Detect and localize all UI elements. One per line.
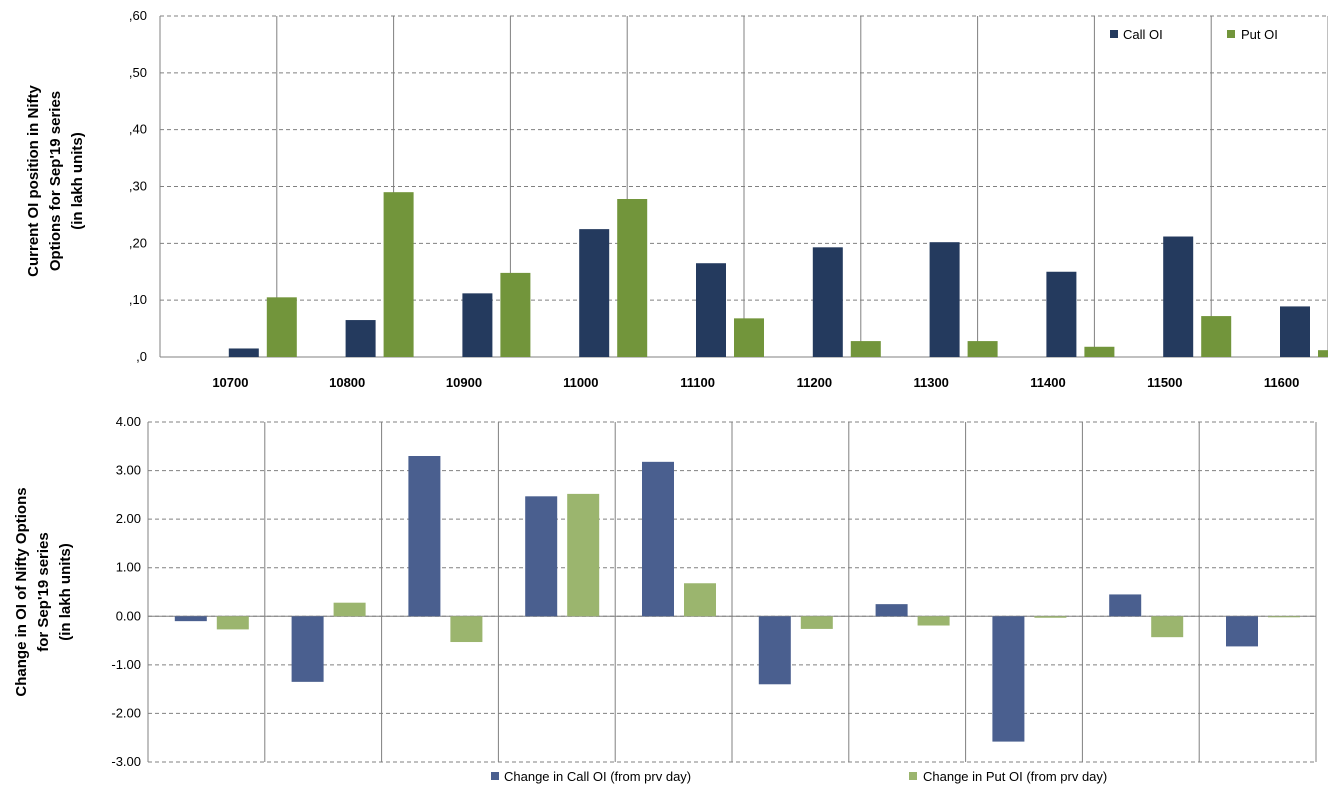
- y-tick-label: -2.00: [111, 705, 141, 720]
- y-tick-label: ,30: [129, 179, 147, 194]
- legend-label: Put OI: [1241, 27, 1278, 42]
- call-bar-10700: [228, 348, 259, 357]
- put-bar-11000: [617, 199, 648, 357]
- y-tick-label: 0.00: [116, 608, 141, 623]
- legend-label: Change in Call OI (from prv day): [504, 769, 691, 784]
- y-axis-title: Current OI position in Nifty Options for …: [25, 85, 86, 277]
- y-tick-label: 4.00: [116, 414, 141, 429]
- call-bar-11600: [1280, 306, 1310, 357]
- x-tick-label: 11400: [1030, 375, 1065, 390]
- y-axis-title-line: (in lakh units): [57, 543, 74, 641]
- put-bar-11100: [734, 318, 764, 357]
- put-bar-10800: [333, 602, 366, 617]
- x-tick-label: 10800: [329, 375, 365, 390]
- put-bar-11400: [1034, 616, 1067, 618]
- put-bar-11500: [1151, 616, 1184, 638]
- call-bar-11100: [642, 461, 674, 617]
- call-bar-11200: [758, 616, 791, 685]
- put-bar-11500: [1201, 316, 1232, 357]
- put-bar-11100: [684, 583, 716, 617]
- y-tick-label: ,60: [129, 8, 147, 23]
- x-tick-label: 11000: [563, 375, 598, 390]
- call-bar-11400: [992, 616, 1025, 742]
- y-tick-label: 3.00: [116, 463, 141, 478]
- call-bar-10700: [174, 616, 207, 622]
- x-tick-label: 10900: [446, 375, 482, 390]
- call-bar-10900: [462, 293, 493, 357]
- put-bar-10700: [216, 616, 249, 630]
- legend-swatch: [909, 772, 917, 780]
- call-bar-11000: [525, 496, 558, 617]
- oi-position-chart: ,0 ,10 ,20 ,30 ,40 ,50 ,60 10700 10800 10900 11000…: [25, 8, 1328, 390]
- x-tick-label: 11100: [680, 375, 715, 390]
- put-bar-11300: [917, 616, 950, 626]
- y-tick-label: ,20: [129, 235, 147, 250]
- legend-label: Call OI: [1123, 27, 1163, 42]
- y-tick-label: ,10: [129, 292, 147, 307]
- call-bar-10800: [291, 616, 324, 682]
- call-bar-11400: [1046, 271, 1077, 357]
- put-bar-10900: [500, 272, 531, 357]
- put-bar-11200: [800, 616, 833, 629]
- legend-label: Change in Put OI (from prv day): [923, 769, 1107, 784]
- call-bar-11200: [812, 247, 843, 357]
- x-tick-label: 11600: [1264, 375, 1299, 390]
- call-bar-11100: [696, 263, 726, 357]
- legend-swatch: [1227, 30, 1235, 38]
- oi-change-chart: -3.00 -2.00 -1.00 0.00 1.00 2.00 3.00 4.00 Chang…: [13, 414, 1317, 784]
- put-bar-11200: [850, 341, 881, 357]
- y-tick-label: -3.00: [111, 754, 141, 769]
- y-axis-title-line: Options for Sep'19 series: [47, 91, 64, 271]
- put-bar-10700: [266, 297, 297, 357]
- call-bar-11300: [875, 604, 908, 617]
- call-bar-11000: [579, 229, 610, 357]
- y-tick-label: -1.00: [111, 657, 141, 672]
- put-bar-11600: [1268, 616, 1300, 618]
- call-bar-11500: [1163, 236, 1194, 357]
- x-tick-label: 11300: [913, 375, 948, 390]
- y-axis-title-line: (in lakh units): [69, 132, 86, 230]
- call-bar-11300: [929, 242, 960, 357]
- y-tick-label: 1.00: [116, 560, 141, 575]
- call-bar-10900: [408, 456, 441, 617]
- y-tick-label: ,40: [129, 122, 147, 137]
- x-tick-label: 10700: [212, 375, 248, 390]
- y-axis-title-line: Current OI position in Nifty: [25, 85, 42, 277]
- x-tick-label: 11500: [1147, 375, 1182, 390]
- y-tick-label: ,0: [136, 349, 147, 364]
- call-bar-10800: [345, 320, 376, 357]
- call-bar-11500: [1109, 594, 1142, 617]
- x-tick-label: 11200: [797, 375, 832, 390]
- put-bar-11000: [567, 493, 600, 617]
- put-bar-11300: [967, 341, 998, 357]
- y-axis-title-line: Change in OI of Nifty Options: [13, 487, 30, 696]
- y-axis-title: Change in OI of Nifty Options for Sep'19 …: [13, 487, 74, 696]
- y-tick-label: ,50: [129, 65, 147, 80]
- put-bar-10800: [383, 192, 414, 357]
- y-tick-label: 2.00: [116, 511, 141, 526]
- y-axis-title-line: for Sep'19 series: [35, 532, 52, 651]
- legend-swatch: [491, 772, 499, 780]
- put-bar-11400: [1084, 346, 1115, 357]
- call-bar-11600: [1226, 616, 1258, 647]
- put-bar-10900: [450, 616, 483, 643]
- legend-swatch: [1110, 30, 1118, 38]
- put-bar-11600: [1318, 350, 1328, 357]
